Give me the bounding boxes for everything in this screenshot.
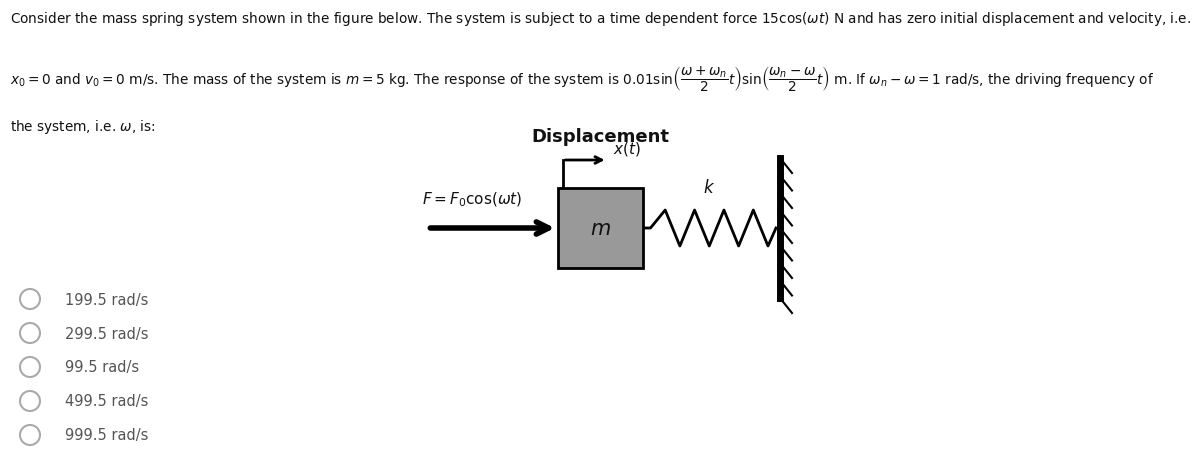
Text: $\mathbf{\mathit{F = F_0\cos(\omega t)}}$: $\mathbf{\mathit{F = F_0\cos(\omega t)}}… (422, 190, 523, 208)
Text: Consider the mass spring system shown in the figure below. The system is subject: Consider the mass spring system shown in… (10, 10, 1190, 28)
Text: $\mathbf{\mathit{k}}$: $\mathbf{\mathit{k}}$ (703, 179, 715, 197)
Text: 299.5 rad/s: 299.5 rad/s (65, 326, 149, 341)
Text: 499.5 rad/s: 499.5 rad/s (65, 394, 149, 409)
Text: 199.5 rad/s: 199.5 rad/s (65, 292, 149, 307)
Text: $\mathbf{\mathit{m}}$: $\mathbf{\mathit{m}}$ (589, 219, 611, 238)
Text: $x_0 = 0$ and $v_0 = 0$ m/s. The mass of the system is $m = 5$ kg. The response : $x_0 = 0$ and $v_0 = 0$ m/s. The mass of… (10, 64, 1153, 94)
Bar (558, 188, 642, 269)
Text: Displacement: Displacement (532, 128, 670, 146)
Text: 99.5 rad/s: 99.5 rad/s (65, 360, 139, 375)
Text: $\mathit{x}(t)$: $\mathit{x}(t)$ (612, 140, 641, 158)
Text: 999.5 rad/s: 999.5 rad/s (65, 427, 149, 443)
Text: the system, i.e. $\omega$, is:: the system, i.e. $\omega$, is: (10, 118, 155, 136)
